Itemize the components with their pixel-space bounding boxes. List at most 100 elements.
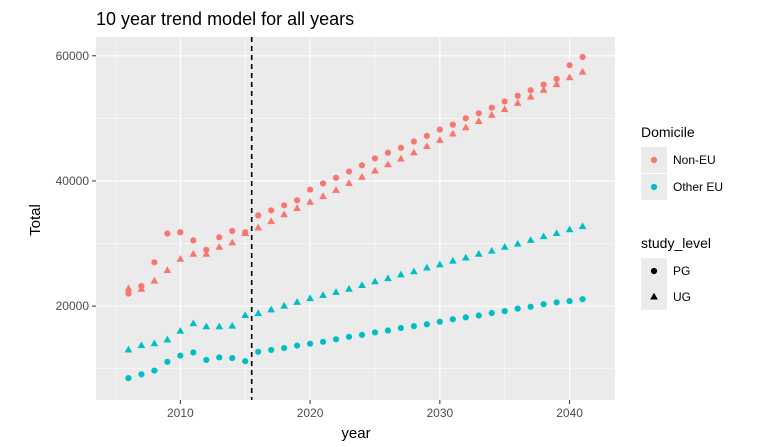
data-point [203, 356, 210, 364]
data-point [422, 263, 431, 271]
data-point [397, 270, 405, 278]
y-tick-label: 20000 [56, 299, 90, 313]
data-point [164, 230, 171, 237]
data-point [229, 354, 236, 362]
data-point [306, 294, 314, 302]
data-point [124, 345, 133, 353]
data-point [553, 75, 560, 83]
data-point [202, 322, 211, 330]
data-point [436, 126, 443, 133]
data-point [177, 352, 184, 359]
data-point [579, 296, 586, 303]
data-point [475, 110, 482, 117]
data-point [280, 210, 289, 218]
data-point [189, 249, 198, 257]
data-point [500, 243, 509, 250]
data-point [358, 162, 366, 169]
data-point [540, 81, 547, 88]
data-point [579, 53, 586, 61]
data-point [448, 256, 457, 264]
data-point [319, 338, 327, 345]
data-point [125, 290, 132, 297]
data-point [358, 331, 366, 339]
data-point [319, 192, 327, 200]
legend-domicile: Domicile Non-EU Other EU [641, 124, 723, 200]
data-point [190, 237, 197, 244]
y-tick-label: 40000 [56, 174, 90, 188]
legend-label: UG [673, 290, 691, 304]
data-point [371, 329, 379, 336]
data-point [151, 259, 158, 266]
x-tick-label: 2020 [297, 406, 324, 420]
data-point [294, 197, 301, 204]
data-point [254, 309, 263, 317]
data-point [164, 358, 171, 365]
data-point [397, 324, 405, 332]
data-point [461, 253, 470, 261]
data-point [306, 198, 314, 205]
data-point [332, 288, 340, 295]
legend-study-level-title: study_level [641, 235, 711, 251]
data-point [190, 349, 197, 356]
data-point [203, 246, 210, 253]
data-point [255, 348, 262, 355]
data-point [540, 301, 547, 308]
data-point [371, 277, 379, 285]
data-point [202, 249, 211, 257]
data-point [228, 238, 237, 246]
plot-panel [96, 37, 615, 400]
data-point [514, 305, 521, 312]
data-point [449, 316, 456, 323]
data-point [526, 236, 535, 243]
y-axis-title: Total [27, 204, 44, 236]
data-point [474, 117, 483, 125]
data-point [216, 354, 223, 361]
data-point [176, 254, 185, 262]
data-point [358, 281, 366, 288]
data-point [281, 344, 288, 352]
data-point [215, 243, 224, 250]
axes: 2010 2020 2030 2040 20000 40000 60000 [56, 49, 584, 420]
data-point [137, 285, 146, 292]
data-point [566, 62, 573, 69]
data-point [552, 229, 561, 237]
data-point [449, 121, 456, 128]
legend-key-point [650, 292, 658, 300]
data-point [306, 186, 314, 193]
data-point [267, 217, 276, 225]
data-point [268, 346, 275, 354]
data-point [255, 212, 262, 219]
y-tick-label: 60000 [56, 49, 90, 63]
legend-study-level: study_level PG UG [641, 235, 711, 310]
data-point [501, 98, 508, 105]
data-point [306, 340, 314, 347]
data-point [280, 301, 289, 309]
data-point [552, 80, 561, 88]
data-point [410, 148, 418, 156]
data-point [435, 260, 444, 268]
data-point [410, 323, 417, 330]
data-point [319, 180, 327, 187]
data-point [448, 129, 457, 137]
data-point [189, 319, 198, 327]
data-point [293, 204, 301, 212]
data-point [358, 172, 366, 180]
data-point [384, 160, 392, 168]
data-point [487, 246, 496, 254]
data-point [488, 309, 495, 317]
legend-domicile-title: Domicile [641, 124, 695, 140]
data-point [384, 149, 392, 156]
data-point [267, 305, 276, 313]
data-point [124, 284, 133, 292]
data-point [488, 104, 495, 111]
data-point [513, 239, 522, 247]
data-point [151, 367, 158, 374]
data-point [215, 322, 224, 330]
data-point [384, 327, 392, 334]
data-point [397, 144, 405, 151]
data-point [513, 99, 522, 106]
data-point [474, 249, 483, 257]
data-point [293, 298, 301, 305]
data-point [410, 267, 418, 275]
